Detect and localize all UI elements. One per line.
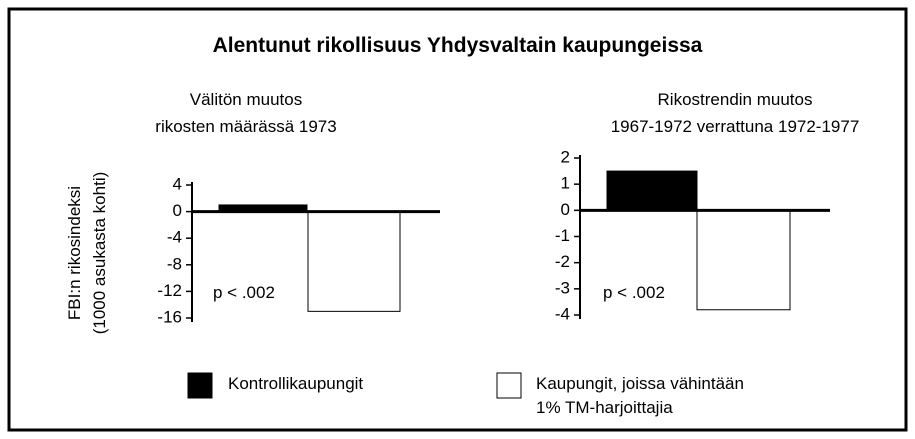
annotation: p < .002 bbox=[213, 283, 275, 302]
y-tick-label: -3 bbox=[555, 278, 570, 297]
subtitle: Välitön muutos rikosten määrässä 1973 bbox=[155, 90, 337, 136]
y-tick-label: -12 bbox=[157, 281, 182, 300]
y-tick-label: -1 bbox=[555, 226, 570, 245]
y-tick-label: -8 bbox=[167, 254, 182, 273]
subtitle: Rikostrendin muutos 1967-1972 verrattuna… bbox=[610, 90, 860, 136]
legend-swatch bbox=[187, 372, 213, 399]
chart-title: Alentunut rikollisuus Yhdysvaltain kaupu… bbox=[212, 34, 703, 57]
y-tick-label: -2 bbox=[555, 252, 570, 271]
legend-label: Kontrollikaupungit bbox=[228, 374, 364, 393]
y-tick-label: 0 bbox=[561, 200, 570, 219]
bar bbox=[307, 211, 401, 312]
y-axis-label: FBI:n rikosindeksi (1000 asukasta kohti) bbox=[65, 171, 109, 335]
bar bbox=[696, 209, 791, 311]
y-tick-label: 0 bbox=[173, 201, 182, 220]
y-tick-label: -16 bbox=[157, 307, 182, 326]
y-tick-label: -4 bbox=[555, 304, 570, 323]
bar bbox=[606, 170, 698, 211]
y-tick-label: -4 bbox=[167, 228, 182, 247]
annotation: p < .002 bbox=[603, 283, 665, 302]
frame bbox=[7, 7, 908, 432]
y-tick-label: 2 bbox=[561, 147, 570, 166]
y-tick-label: 1 bbox=[561, 174, 570, 193]
legend-swatch bbox=[496, 372, 522, 399]
legend-label: Kaupungit, joissa vähintään 1% TM-harjoi… bbox=[536, 374, 744, 417]
y-tick-label: 4 bbox=[173, 174, 182, 193]
